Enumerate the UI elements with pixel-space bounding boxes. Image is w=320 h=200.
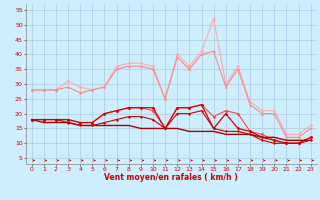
X-axis label: Vent moyen/en rafales ( km/h ): Vent moyen/en rafales ( km/h ) — [104, 173, 238, 182]
